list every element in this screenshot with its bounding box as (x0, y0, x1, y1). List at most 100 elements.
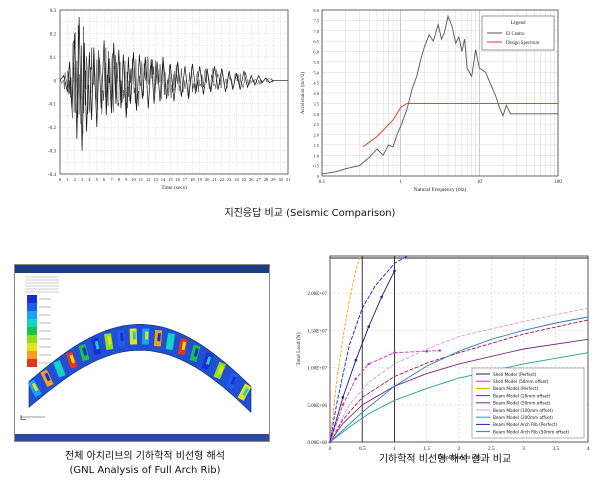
x-tick-label: 28 (264, 177, 269, 182)
x-tick-label: 26 (249, 177, 254, 182)
contour-block-inner (69, 354, 76, 364)
series-line-design-spectrum (362, 102, 558, 148)
contour-legend-swatch (27, 327, 37, 335)
contour-block-inner (157, 333, 161, 342)
plot-frame (329, 255, 589, 443)
contour-legend-swatch (27, 343, 37, 351)
contour-legend-swatch (27, 359, 37, 367)
x-tick-label: 13 (153, 177, 158, 182)
contour-block-inner (132, 331, 136, 340)
x-tick-label: 25 (242, 177, 247, 182)
y-tick-label: 8.0 (313, 8, 319, 13)
series-line-el-centro (321, 14, 558, 175)
contour-block-inner (242, 387, 249, 397)
x-tick-label: 1 (399, 180, 402, 185)
contour-block-inner (169, 336, 174, 345)
series-point (393, 269, 396, 273)
series-line (330, 352, 588, 442)
y-tick-label: 1.0 (313, 153, 319, 158)
spectrum-svg: 0 0.5 1.0 1.5 2.0 2.5 3.0 3.5 4.0 4.5 5.0 5.5 6.0 6.5… (301, 8, 562, 193)
y-tick-label: 0 (54, 79, 57, 84)
y-tick-label: 0.5 (313, 164, 319, 169)
contour-legend-swatch (27, 319, 37, 327)
series-line (330, 338, 588, 442)
y-tick-label: 2.00E+07 (307, 292, 327, 297)
legend-label: Beam Model (100mm offset) (493, 408, 553, 413)
x-tick-label: 0.1 (319, 180, 326, 185)
x-tick-label: 8 (118, 177, 121, 182)
x-tick-label: 9 (125, 177, 128, 182)
time-history-dense-trace (59, 24, 287, 134)
y-tick-label: 3.5 (313, 101, 319, 106)
y-tick-label: 4.5 (313, 81, 319, 86)
series-line (330, 307, 588, 442)
x-tick-label: 0 (329, 446, 332, 452)
y-tick-label: 1.00E+07 (307, 367, 327, 372)
x-tick-label: 31 (286, 177, 291, 182)
contour-block-inner (193, 348, 199, 357)
y-tick-label: 2.0 (313, 133, 319, 138)
contour-block-inner (218, 365, 224, 375)
x-tick-label: 3 (522, 446, 525, 452)
x-tick-label: 3.5 (552, 446, 559, 452)
response-spectrum-chart: 0 0.5 1.0 1.5 2.0 2.5 3.0 3.5 4.0 4.5 5.0 5.5 6.0 6.5… (296, 2, 566, 198)
x-axis-label: Displacement (m) (437, 454, 480, 461)
y-tick-label: -0.1 (48, 103, 56, 108)
x-tick-label: 7 (110, 177, 113, 182)
series-point (380, 295, 383, 299)
contour-legend-swatch (27, 311, 37, 319)
legend-label: Beam Model Arch Rib (50mm offset) (493, 429, 569, 434)
series-line (330, 256, 409, 442)
x-tick-label: 29 (271, 177, 276, 182)
x-tick-label: 4 (587, 446, 590, 452)
legend-label: Beam Model (50mm offset) (493, 401, 551, 406)
x-tick-label: 14 (161, 177, 166, 182)
y-tick-label: 4.0 (313, 91, 319, 96)
x-tick-label: 12 (146, 177, 151, 182)
legend-label: Shell Model (50mm offset) (493, 379, 549, 384)
x-tick-label: 15 (168, 177, 173, 182)
time-history-chart: 0.3 0.2 0.1 0 -0.1 -0.2 -0.3 -0.4 0 1 2 3 4 5 6 7 8 9 10 11… (28, 2, 298, 198)
x-tick-label: 20 (205, 177, 210, 182)
contour-block-inner (31, 382, 39, 392)
series-point (341, 396, 345, 399)
x-tick-label: 30 (278, 177, 283, 182)
x-tick-label: 10 (131, 177, 136, 182)
legend-label: Design Spectrum (506, 41, 539, 46)
fe-left-label: ㄴ (19, 414, 28, 424)
caption-gnl-analysis: 전체 아치리브의 기하학적 비선형 해석 (GNL Analysis of Fu… (30, 450, 260, 478)
series-point (393, 351, 396, 355)
x-tick-label: 11 (139, 177, 143, 182)
fe-window-statusbar (15, 434, 269, 441)
legend-label: Beam Model Arch Rib (Perfect) (493, 422, 557, 427)
series-point (438, 349, 441, 352)
contour-legend-swatch (27, 351, 37, 359)
series-point (367, 362, 370, 366)
y-tick-label: 0.00E+00 (307, 441, 327, 446)
x-tick-label: 3 (81, 177, 84, 182)
series-point (341, 403, 345, 407)
y-tick-label: -0.2 (48, 126, 56, 131)
y-tick-label: 0 (317, 174, 320, 179)
x-tick-label: 27 (256, 177, 261, 182)
x-tick-label: 2 (74, 177, 76, 182)
legend-label: Beam Model (200mm offset) (493, 415, 553, 420)
y-axis-label: Acceleration (m/s^2) (301, 72, 306, 115)
y-tick-label: -0.3 (48, 150, 56, 155)
contour-block-inner (145, 331, 149, 340)
x-tick-label: 5 (96, 177, 99, 182)
series-line (330, 319, 588, 442)
y-axis-label: Total Load (N) (295, 332, 302, 365)
contour-block-inner (94, 341, 100, 350)
series-line (330, 270, 395, 442)
plot-frame (321, 9, 559, 177)
x-tick-label: 22 (220, 177, 225, 182)
y-tick-label: 5.5 (313, 60, 319, 65)
legend-label: Beam Model (Perfect) (493, 386, 539, 391)
y-tick-label: 0.3 (50, 9, 57, 14)
x-tick-label: 100 (554, 180, 562, 185)
x-tick-label: 0.5 (359, 446, 366, 452)
x-tick-label: 24 (234, 177, 239, 182)
x-tick-label: 6 (103, 177, 106, 182)
x-axis-label: Time (secs) (161, 184, 187, 191)
